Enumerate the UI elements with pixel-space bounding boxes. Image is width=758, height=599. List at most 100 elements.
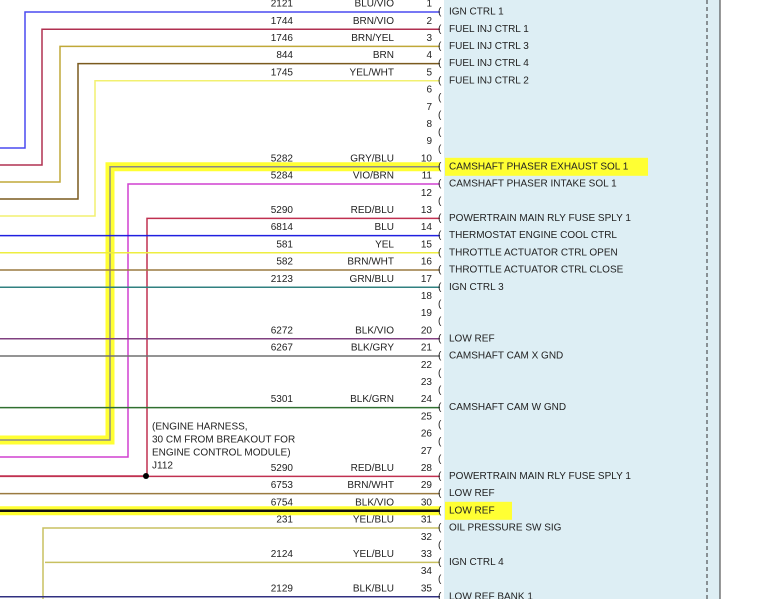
pin-bracket: ( bbox=[438, 471, 442, 482]
pin-number: 10 bbox=[421, 153, 433, 164]
circuit-number: 5301 bbox=[271, 394, 294, 405]
circuit-number: 2121 bbox=[271, 0, 294, 10]
pin-bracket: ( bbox=[438, 265, 442, 276]
pin-number: 13 bbox=[421, 205, 433, 216]
pin-bracket: ( bbox=[438, 93, 442, 104]
wire-color: YEL bbox=[375, 239, 394, 250]
annotation-line: (ENGINE HARNESS, bbox=[152, 422, 248, 433]
pin-number: 31 bbox=[421, 515, 433, 526]
pin-number: 11 bbox=[422, 171, 433, 182]
pin-label: FUEL INJ CTRL 3 bbox=[449, 41, 529, 52]
pin-bracket: ( bbox=[438, 523, 442, 534]
circuit-number: 1746 bbox=[271, 33, 294, 44]
pin-bracket: ( bbox=[438, 316, 442, 327]
pin-label: THERMOSTAT ENGINE COOL CTRL bbox=[449, 230, 617, 241]
pin-number: 4 bbox=[426, 50, 432, 61]
wire bbox=[0, 45, 440, 183]
pin-number: 29 bbox=[421, 480, 433, 491]
wire-color: BRN/VIO bbox=[353, 16, 394, 27]
pin-bracket: ( bbox=[438, 540, 442, 551]
wire-color: YEL/WHT bbox=[350, 67, 394, 78]
pin-number: 25 bbox=[421, 411, 433, 422]
annotation-line: ENGINE CONTROL MODULE) bbox=[152, 448, 291, 459]
pin-number: 1 bbox=[426, 0, 432, 10]
splice-dot bbox=[143, 473, 149, 479]
pin-number: 32 bbox=[421, 532, 433, 543]
pin-bracket: ( bbox=[438, 127, 442, 138]
pin-bracket: ( bbox=[438, 213, 442, 224]
pin-bracket: ( bbox=[438, 75, 442, 86]
wire-color: RED/BLU bbox=[351, 205, 394, 216]
wire bbox=[0, 183, 440, 458]
pin-label: CAMSHAFT CAM W GND bbox=[449, 402, 566, 413]
pin-number: 7 bbox=[426, 102, 432, 113]
splice-label: J112 bbox=[152, 461, 173, 472]
circuit-number: 2124 bbox=[271, 549, 294, 560]
pin-label: FUEL INJ CTRL 4 bbox=[449, 58, 529, 69]
wire-color: VIO/BRN bbox=[353, 171, 394, 182]
pin-number: 23 bbox=[421, 377, 433, 388]
wire-color: YEL/BLU bbox=[353, 549, 394, 560]
circuit-number: 6272 bbox=[271, 325, 294, 336]
circuit-number: 6267 bbox=[271, 343, 294, 354]
wire-color: BLK/GRY bbox=[351, 343, 394, 354]
pin-bracket: ( bbox=[438, 161, 442, 172]
wire-color: BLU bbox=[375, 222, 394, 233]
circuit-number: 6753 bbox=[271, 480, 294, 491]
wire bbox=[0, 28, 440, 166]
pin-bracket: ( bbox=[438, 299, 442, 310]
pin-number: 20 bbox=[421, 325, 433, 336]
pin-bracket: ( bbox=[438, 247, 442, 258]
pin-bracket: ( bbox=[438, 437, 442, 448]
pin-bracket: ( bbox=[438, 368, 442, 379]
pin-number: 22 bbox=[421, 360, 433, 371]
pin-number: 26 bbox=[421, 429, 433, 440]
pin-bracket: ( bbox=[438, 179, 442, 190]
circuit-number: 2123 bbox=[271, 274, 294, 285]
wire-color: BRN/WHT bbox=[347, 257, 394, 268]
pin-label: IGN CTRL 1 bbox=[449, 7, 504, 18]
pin-number: 21 bbox=[421, 343, 433, 354]
pin-bracket: ( bbox=[438, 385, 442, 396]
wire-color: BLK/GRN bbox=[350, 394, 394, 405]
circuit-number: 6754 bbox=[271, 497, 294, 508]
circuit-number: 582 bbox=[276, 257, 293, 268]
pin-number: 18 bbox=[421, 291, 433, 302]
wires bbox=[0, 11, 440, 599]
pin-bracket: ( bbox=[438, 41, 442, 52]
wire bbox=[42, 527, 440, 599]
pin-bracket: ( bbox=[438, 488, 442, 499]
pin-number: 17 bbox=[421, 274, 433, 285]
wire-color: BRN bbox=[373, 50, 394, 61]
pin-bracket: ( bbox=[438, 230, 442, 241]
pin-label: FUEL INJ CTRL 1 bbox=[449, 24, 529, 35]
wire bbox=[0, 80, 440, 217]
pin-number: 24 bbox=[421, 394, 433, 405]
pin-label: IGN CTRL 3 bbox=[449, 282, 504, 293]
wire-color: BLU/VIO bbox=[355, 0, 395, 10]
pin-number: 9 bbox=[426, 136, 432, 147]
circuit-number: 581 bbox=[276, 239, 293, 250]
wire-color: BLK/VIO bbox=[355, 497, 394, 508]
pin-label: LOW REF BANK 1 bbox=[449, 591, 533, 599]
pin-bracket: ( bbox=[438, 333, 442, 344]
pin-bracket: ( bbox=[438, 196, 442, 207]
pin-label: LOW REF bbox=[449, 488, 495, 499]
circuit-number: 844 bbox=[276, 50, 293, 61]
circuit-number: 5290 bbox=[271, 205, 294, 216]
pin-number: 19 bbox=[421, 308, 433, 319]
wire bbox=[0, 11, 440, 149]
wire-color: BLK/BLU bbox=[353, 583, 394, 594]
pin-bracket: ( bbox=[438, 24, 442, 35]
pin-bracket: ( bbox=[438, 574, 442, 585]
wire-color: GRY/BLU bbox=[350, 153, 394, 164]
pin-label: CAMSHAFT PHASER INTAKE SOL 1 bbox=[449, 179, 617, 190]
pin-number: 16 bbox=[421, 257, 433, 268]
pin-label: CAMSHAFT CAM X GND bbox=[449, 351, 563, 362]
wire-color: BLK/VIO bbox=[355, 325, 394, 336]
circuit-number: 5284 bbox=[271, 171, 294, 182]
pin-number: 35 bbox=[421, 583, 433, 594]
pin-bracket: ( bbox=[438, 505, 442, 516]
pin-label: IGN CTRL 4 bbox=[449, 557, 504, 568]
